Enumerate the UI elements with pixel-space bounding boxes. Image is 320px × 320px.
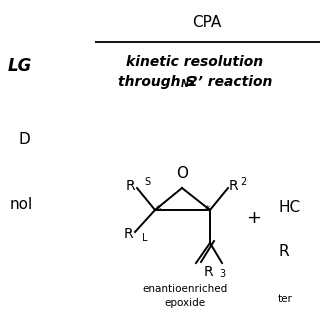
Text: *: *	[204, 205, 210, 215]
Text: through S: through S	[118, 75, 196, 89]
Text: O: O	[176, 166, 188, 181]
Text: HC: HC	[278, 199, 300, 214]
Text: +: +	[246, 209, 261, 227]
Text: kinetic resolution: kinetic resolution	[126, 55, 264, 69]
Text: CPA: CPA	[192, 15, 222, 30]
Text: nol: nol	[10, 197, 33, 212]
Text: L: L	[142, 233, 148, 243]
Text: R: R	[124, 227, 133, 241]
Text: epoxide: epoxide	[164, 298, 205, 308]
Text: ter: ter	[278, 294, 293, 304]
Text: *: *	[155, 205, 161, 215]
Text: 2: 2	[240, 177, 246, 187]
Text: N: N	[181, 79, 189, 89]
Text: R: R	[278, 244, 289, 260]
Text: R: R	[125, 179, 135, 193]
Text: 3: 3	[219, 269, 225, 279]
Text: 2’ reaction: 2’ reaction	[188, 75, 272, 89]
Text: R: R	[203, 265, 213, 279]
Text: D: D	[18, 132, 30, 147]
Text: enantioenriched: enantioenriched	[142, 284, 228, 294]
Text: S: S	[144, 177, 150, 187]
Text: LG: LG	[8, 57, 32, 75]
Text: R: R	[229, 179, 239, 193]
